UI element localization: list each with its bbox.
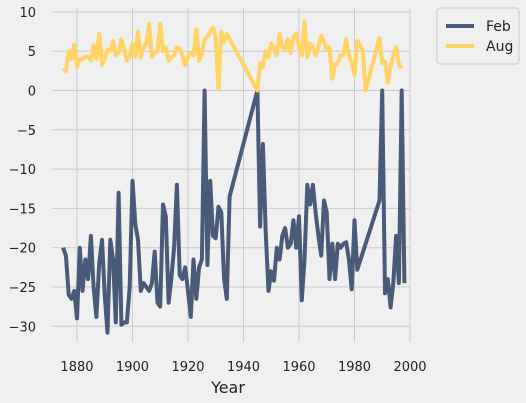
y-tick-label: −20	[9, 242, 36, 257]
legend-box	[436, 7, 520, 65]
x-tick-label: 1900	[116, 360, 149, 375]
y-tick-label: 0	[28, 85, 36, 100]
x-tick-label: 1960	[282, 360, 315, 375]
y-tick-label: −15	[9, 202, 36, 217]
y-tick-label: −10	[9, 163, 36, 178]
y-tick-label: 5	[28, 45, 36, 60]
x-tick-label: 1920	[171, 360, 204, 375]
y-tick-label: −30	[9, 320, 36, 335]
x-axis-label: Year	[210, 378, 245, 397]
series-layer	[61, 19, 407, 335]
tick-labels: 1880 1900 1920 1940 1960 1980 2000 10 5 0 −5 −10 −15…	[9, 6, 427, 375]
legend: Feb Aug	[436, 7, 520, 65]
y-tick-label: −25	[9, 281, 36, 296]
series-line-aug	[61, 19, 404, 93]
x-tick-label: 1880	[60, 360, 93, 375]
legend-label-aug: Aug	[486, 39, 513, 55]
series-line-feb	[61, 88, 407, 335]
x-tick-label: 2000	[393, 360, 426, 375]
y-tick-label: −5	[17, 124, 36, 139]
x-tick-label: 1980	[338, 360, 371, 375]
x-tick-label: 1940	[227, 360, 260, 375]
y-tick-label: 10	[19, 6, 36, 21]
legend-label-feb: Feb	[486, 19, 511, 35]
